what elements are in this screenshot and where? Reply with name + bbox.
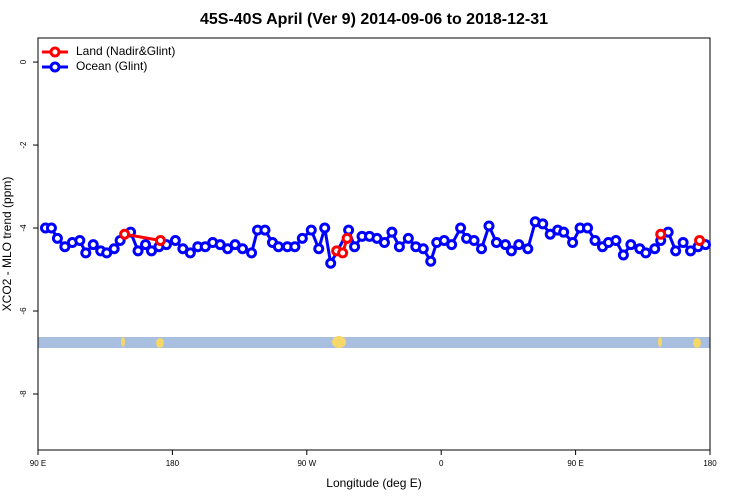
data-point xyxy=(589,234,601,246)
data-point xyxy=(505,245,517,257)
data-point xyxy=(108,243,120,255)
data-point xyxy=(567,237,579,249)
land-mask xyxy=(38,336,710,348)
data-point xyxy=(45,222,57,234)
data-point xyxy=(259,224,271,236)
legend-marker xyxy=(49,46,61,58)
y-tick-label: -8 xyxy=(19,390,28,398)
data-point xyxy=(558,226,570,238)
y-tick-label: -6 xyxy=(19,307,28,315)
x-tick-label: 90 E xyxy=(567,459,583,468)
data-point xyxy=(649,243,661,255)
data-point xyxy=(132,245,144,257)
land-blob xyxy=(156,338,164,348)
data-point xyxy=(499,239,511,251)
data-point xyxy=(522,243,534,255)
data-point xyxy=(455,222,467,234)
data-point xyxy=(51,232,63,244)
data-point xyxy=(289,241,301,253)
series xyxy=(119,228,706,259)
data-point xyxy=(305,224,317,236)
land-blob xyxy=(332,336,346,348)
legend-marker xyxy=(49,61,61,73)
data-point xyxy=(343,224,355,236)
data-point xyxy=(582,222,594,234)
x-tick-label: 90 E xyxy=(30,459,46,468)
y-axis-label: XCO2 - MLO trend (ppm) xyxy=(0,177,14,312)
land-blob xyxy=(658,337,662,347)
data-point xyxy=(476,243,488,255)
data-point xyxy=(337,247,349,259)
x-axis-label: Longitude (deg E) xyxy=(326,476,421,490)
data-point xyxy=(140,239,152,251)
y-tick-label: -2 xyxy=(19,141,28,149)
data-point xyxy=(169,234,181,246)
data-point xyxy=(296,232,308,244)
data-point xyxy=(446,239,458,251)
data-point xyxy=(154,234,166,246)
data-point xyxy=(393,241,405,253)
data-point xyxy=(677,237,689,249)
data-point xyxy=(325,257,337,269)
legend-label: Land (Nadir&Glint) xyxy=(76,44,175,58)
data-point xyxy=(349,241,361,253)
data-point xyxy=(402,232,414,244)
x-tick-label: 180 xyxy=(703,459,717,468)
x-tick-label: 180 xyxy=(166,459,180,468)
data-point xyxy=(483,220,495,232)
data-point xyxy=(378,237,390,249)
data-point xyxy=(313,243,325,255)
data-point xyxy=(625,239,637,251)
y-tick-label: -4 xyxy=(19,224,28,232)
data-point xyxy=(87,239,99,251)
x-tick-label: 90 W xyxy=(297,459,316,468)
data-point xyxy=(670,245,682,257)
ocean-band xyxy=(38,337,710,348)
data-point xyxy=(425,255,437,267)
data-point xyxy=(319,222,331,234)
legend-label: Ocean (Glint) xyxy=(76,59,147,73)
land-blob xyxy=(121,337,125,347)
data-point xyxy=(640,247,652,259)
data-point xyxy=(655,228,667,240)
data-point xyxy=(74,234,86,246)
data-point xyxy=(513,239,525,251)
data-point xyxy=(246,247,258,259)
data-point xyxy=(80,247,92,259)
data-point xyxy=(537,218,549,230)
data-point xyxy=(386,226,398,238)
data-point xyxy=(184,247,196,259)
data-point xyxy=(610,234,622,246)
series-line xyxy=(124,232,161,242)
data-point xyxy=(417,243,429,255)
data-point xyxy=(468,234,480,246)
data-point xyxy=(694,234,706,246)
x-tick-label: 0 xyxy=(439,459,444,468)
data-point xyxy=(617,249,629,261)
chart-title: 45S-40S April (Ver 9) 2014-09-06 to 2018… xyxy=(200,11,548,28)
data-point xyxy=(341,232,353,244)
land-blob xyxy=(693,338,701,348)
y-tick-label: 0 xyxy=(19,59,28,64)
data-point xyxy=(490,237,502,249)
data-point xyxy=(272,241,284,253)
data-point xyxy=(237,243,249,255)
data-point xyxy=(119,228,131,240)
